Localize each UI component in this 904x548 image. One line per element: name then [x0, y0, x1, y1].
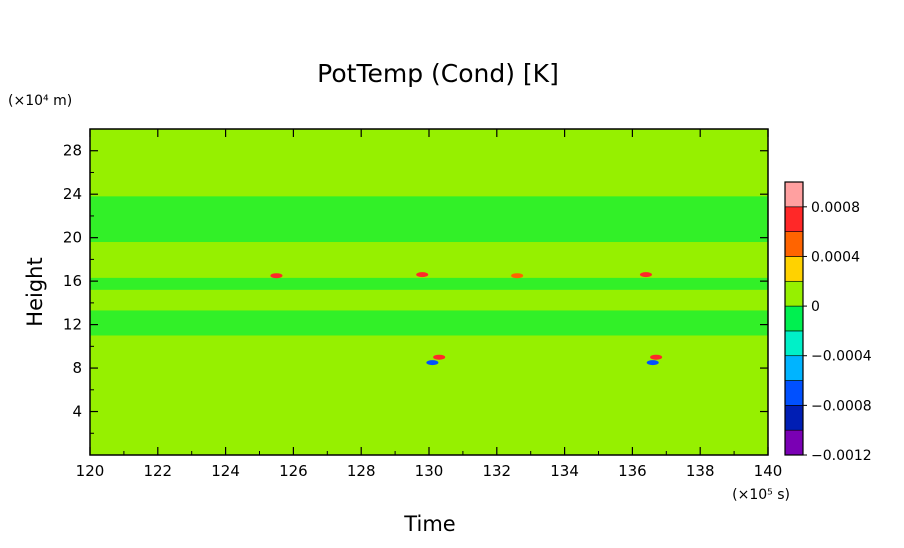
- x-tick-label: 130: [415, 462, 444, 480]
- x-tick-label: 124: [211, 462, 240, 480]
- field-feature-7: [646, 360, 659, 366]
- x-tick-label: 126: [279, 462, 308, 480]
- plot-frame: [89, 128, 769, 456]
- field-feature-6: [426, 360, 439, 366]
- y-axis-label: Height: [23, 257, 47, 326]
- colorbar-swatch: [784, 305, 804, 332]
- x-axis: 120 122 124 126 128 130 132 134 136 138 140: [76, 129, 783, 480]
- colorbar-tick-label: 0.0004: [811, 249, 860, 265]
- y-tick-label: 28: [63, 142, 82, 160]
- field-feature-2: [511, 273, 524, 279]
- colorbar-swatch: [784, 405, 804, 431]
- field-background: [90, 129, 768, 455]
- x-tick-label: 128: [347, 462, 376, 480]
- x-axis-unit: (×10⁵ s): [732, 487, 790, 503]
- colorbar-frame: [784, 181, 804, 456]
- colorbar-swatch: [784, 206, 804, 232]
- field-feature-5: [650, 354, 663, 360]
- y-tick-label: 8: [72, 359, 82, 377]
- field-band-2: [90, 310, 768, 336]
- field-feature-3: [639, 272, 652, 278]
- field-feature-4: [433, 354, 446, 360]
- x-tick-label: 138: [686, 462, 715, 480]
- field-feature-1: [416, 272, 429, 278]
- x-tick-label: 140: [754, 462, 783, 480]
- colorbar-swatch: [784, 181, 804, 208]
- plot-area: [90, 129, 768, 455]
- colorbar-tick-label: 0.0008: [811, 200, 860, 216]
- colorbar-tick-label: −0.0012: [811, 448, 872, 464]
- colorbar-swatch: [784, 355, 804, 381]
- colorbar-tick-label: −0.0004: [811, 349, 872, 365]
- y-tick-label: 16: [63, 272, 82, 290]
- y-tick-label: 24: [63, 185, 82, 203]
- y-tick-label: 20: [63, 229, 82, 247]
- y-tick-label: 4: [72, 403, 82, 421]
- x-tick-label: 132: [482, 462, 511, 480]
- x-tick-label: 122: [143, 462, 172, 480]
- colorbar-swatch: [784, 429, 804, 456]
- x-tick-label: 134: [550, 462, 579, 480]
- y-axis-unit: (×10⁴ m): [8, 93, 72, 109]
- x-axis-label: Time: [403, 512, 455, 536]
- colorbar-swatch: [784, 380, 804, 406]
- field-band-0: [90, 196, 768, 243]
- field-band-1: [90, 277, 768, 290]
- y-tick-label: 12: [63, 316, 82, 334]
- colorbar-swatch: [784, 231, 804, 257]
- colorbar-tick-label: 0: [811, 299, 820, 315]
- x-tick-label: 136: [618, 462, 647, 480]
- chart-title: PotTemp (Cond) [K]: [317, 59, 559, 88]
- colorbar-swatch: [784, 280, 804, 307]
- colorbar-swatch: [784, 256, 804, 282]
- colorbar-tick-label: −0.0008: [811, 398, 872, 414]
- x-tick-label: 120: [76, 462, 105, 480]
- field-feature-0: [270, 273, 283, 279]
- colorbar-swatch: [784, 330, 804, 357]
- colorbar: 0.0008 0.0004 0 −0.0004 −0.0008 −0.0012: [784, 181, 872, 464]
